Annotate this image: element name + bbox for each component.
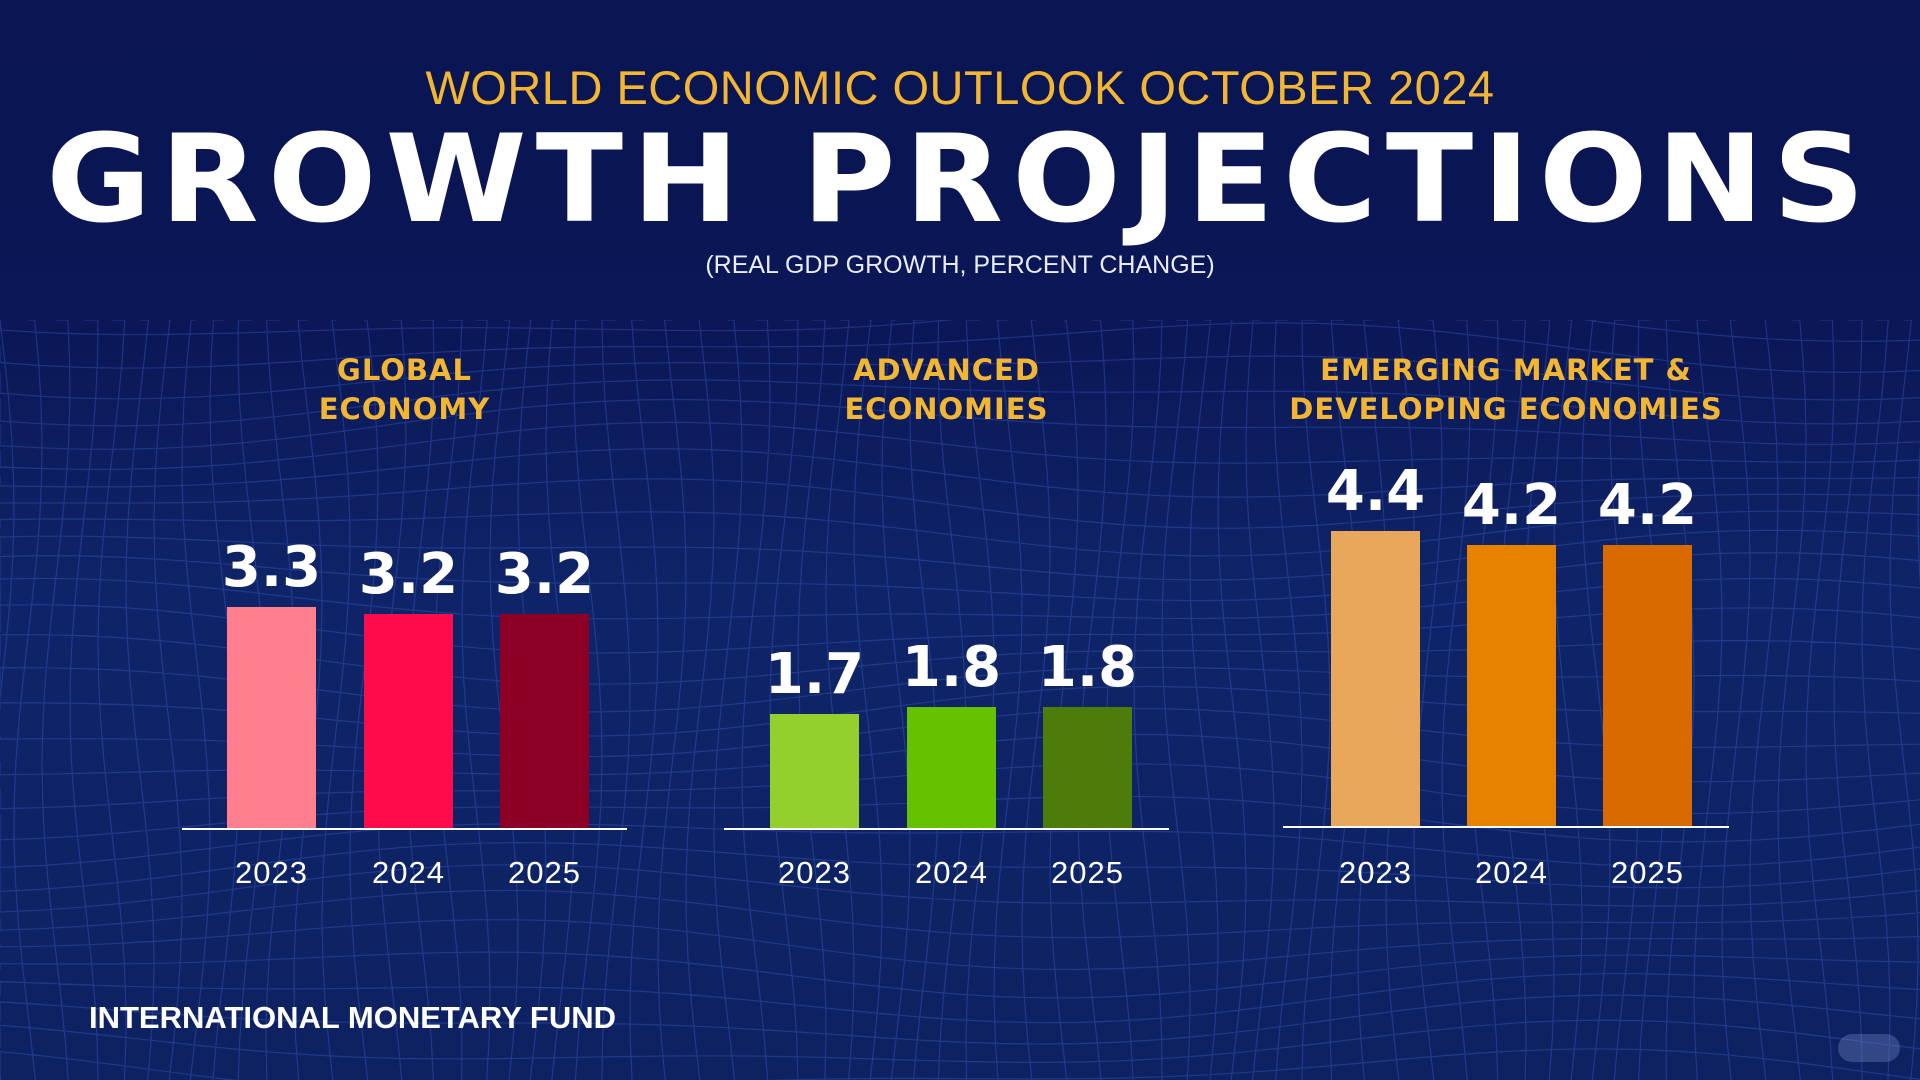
x-axis-line <box>724 828 1169 830</box>
x-axis-line <box>182 828 627 830</box>
x-tick-label: 2023 <box>778 855 851 890</box>
page-title: GROWTH PROJECTIONS <box>46 108 1874 251</box>
x-tick-label: 2023 <box>1339 855 1412 890</box>
panel-title: GLOBAL ECONOMY <box>125 351 685 429</box>
x-tick-label: 2024 <box>372 855 445 890</box>
panel-title-line: ECONOMIES <box>844 392 1049 426</box>
chart-subtitle: (REAL GDP GROWTH, PERCENT CHANGE) <box>705 251 1215 279</box>
value-label: 3.2 <box>358 541 459 607</box>
value-label: 1.8 <box>1037 635 1138 701</box>
value-label: 4.4 <box>1325 459 1426 525</box>
x-tick-label: 2024 <box>1475 855 1548 890</box>
panel-title: EMERGING MARKET & DEVELOPING ECONOMIES <box>1226 351 1786 429</box>
bar-2024 <box>1467 544 1556 826</box>
bar-2024 <box>364 613 453 828</box>
x-tick-label: 2025 <box>1611 855 1684 890</box>
panel-title-line: DEVELOPING ECONOMIES <box>1289 392 1723 426</box>
value-label: 1.8 <box>901 635 1002 701</box>
imf-footer: INTERNATIONAL MONETARY FUND <box>89 1000 616 1035</box>
x-tick-label: 2023 <box>235 855 308 890</box>
bar-2025 <box>1043 707 1132 828</box>
value-label: 3.2 <box>494 541 595 607</box>
bar-2025 <box>500 613 589 828</box>
panel-title-line: ADVANCED <box>853 353 1040 387</box>
x-tick-label: 2025 <box>1051 855 1124 890</box>
report-kicker: WORLD ECONOMIC OUTLOOK OCTOBER 2024 <box>425 61 1495 114</box>
value-label: 1.7 <box>764 642 865 708</box>
value-label: 4.2 <box>1461 472 1562 538</box>
x-tick-label: 2024 <box>915 855 988 890</box>
bar-2025 <box>1603 544 1692 826</box>
bar-2023 <box>227 606 316 828</box>
watermark-badge <box>1838 1034 1900 1062</box>
value-label: 4.2 <box>1597 472 1698 538</box>
x-axis-line <box>1283 826 1729 828</box>
panel-title-line: ECONOMY <box>318 392 491 426</box>
panel-title-line: EMERGING MARKET & <box>1320 353 1692 387</box>
bar-2023 <box>1331 531 1420 826</box>
x-tick-label: 2025 <box>508 855 581 890</box>
panel-title: ADVANCED ECONOMIES <box>667 351 1227 429</box>
bar-2024 <box>907 707 996 828</box>
bar-2023 <box>770 714 859 828</box>
value-label: 3.3 <box>221 534 322 600</box>
panel-title-line: GLOBAL <box>337 353 472 387</box>
